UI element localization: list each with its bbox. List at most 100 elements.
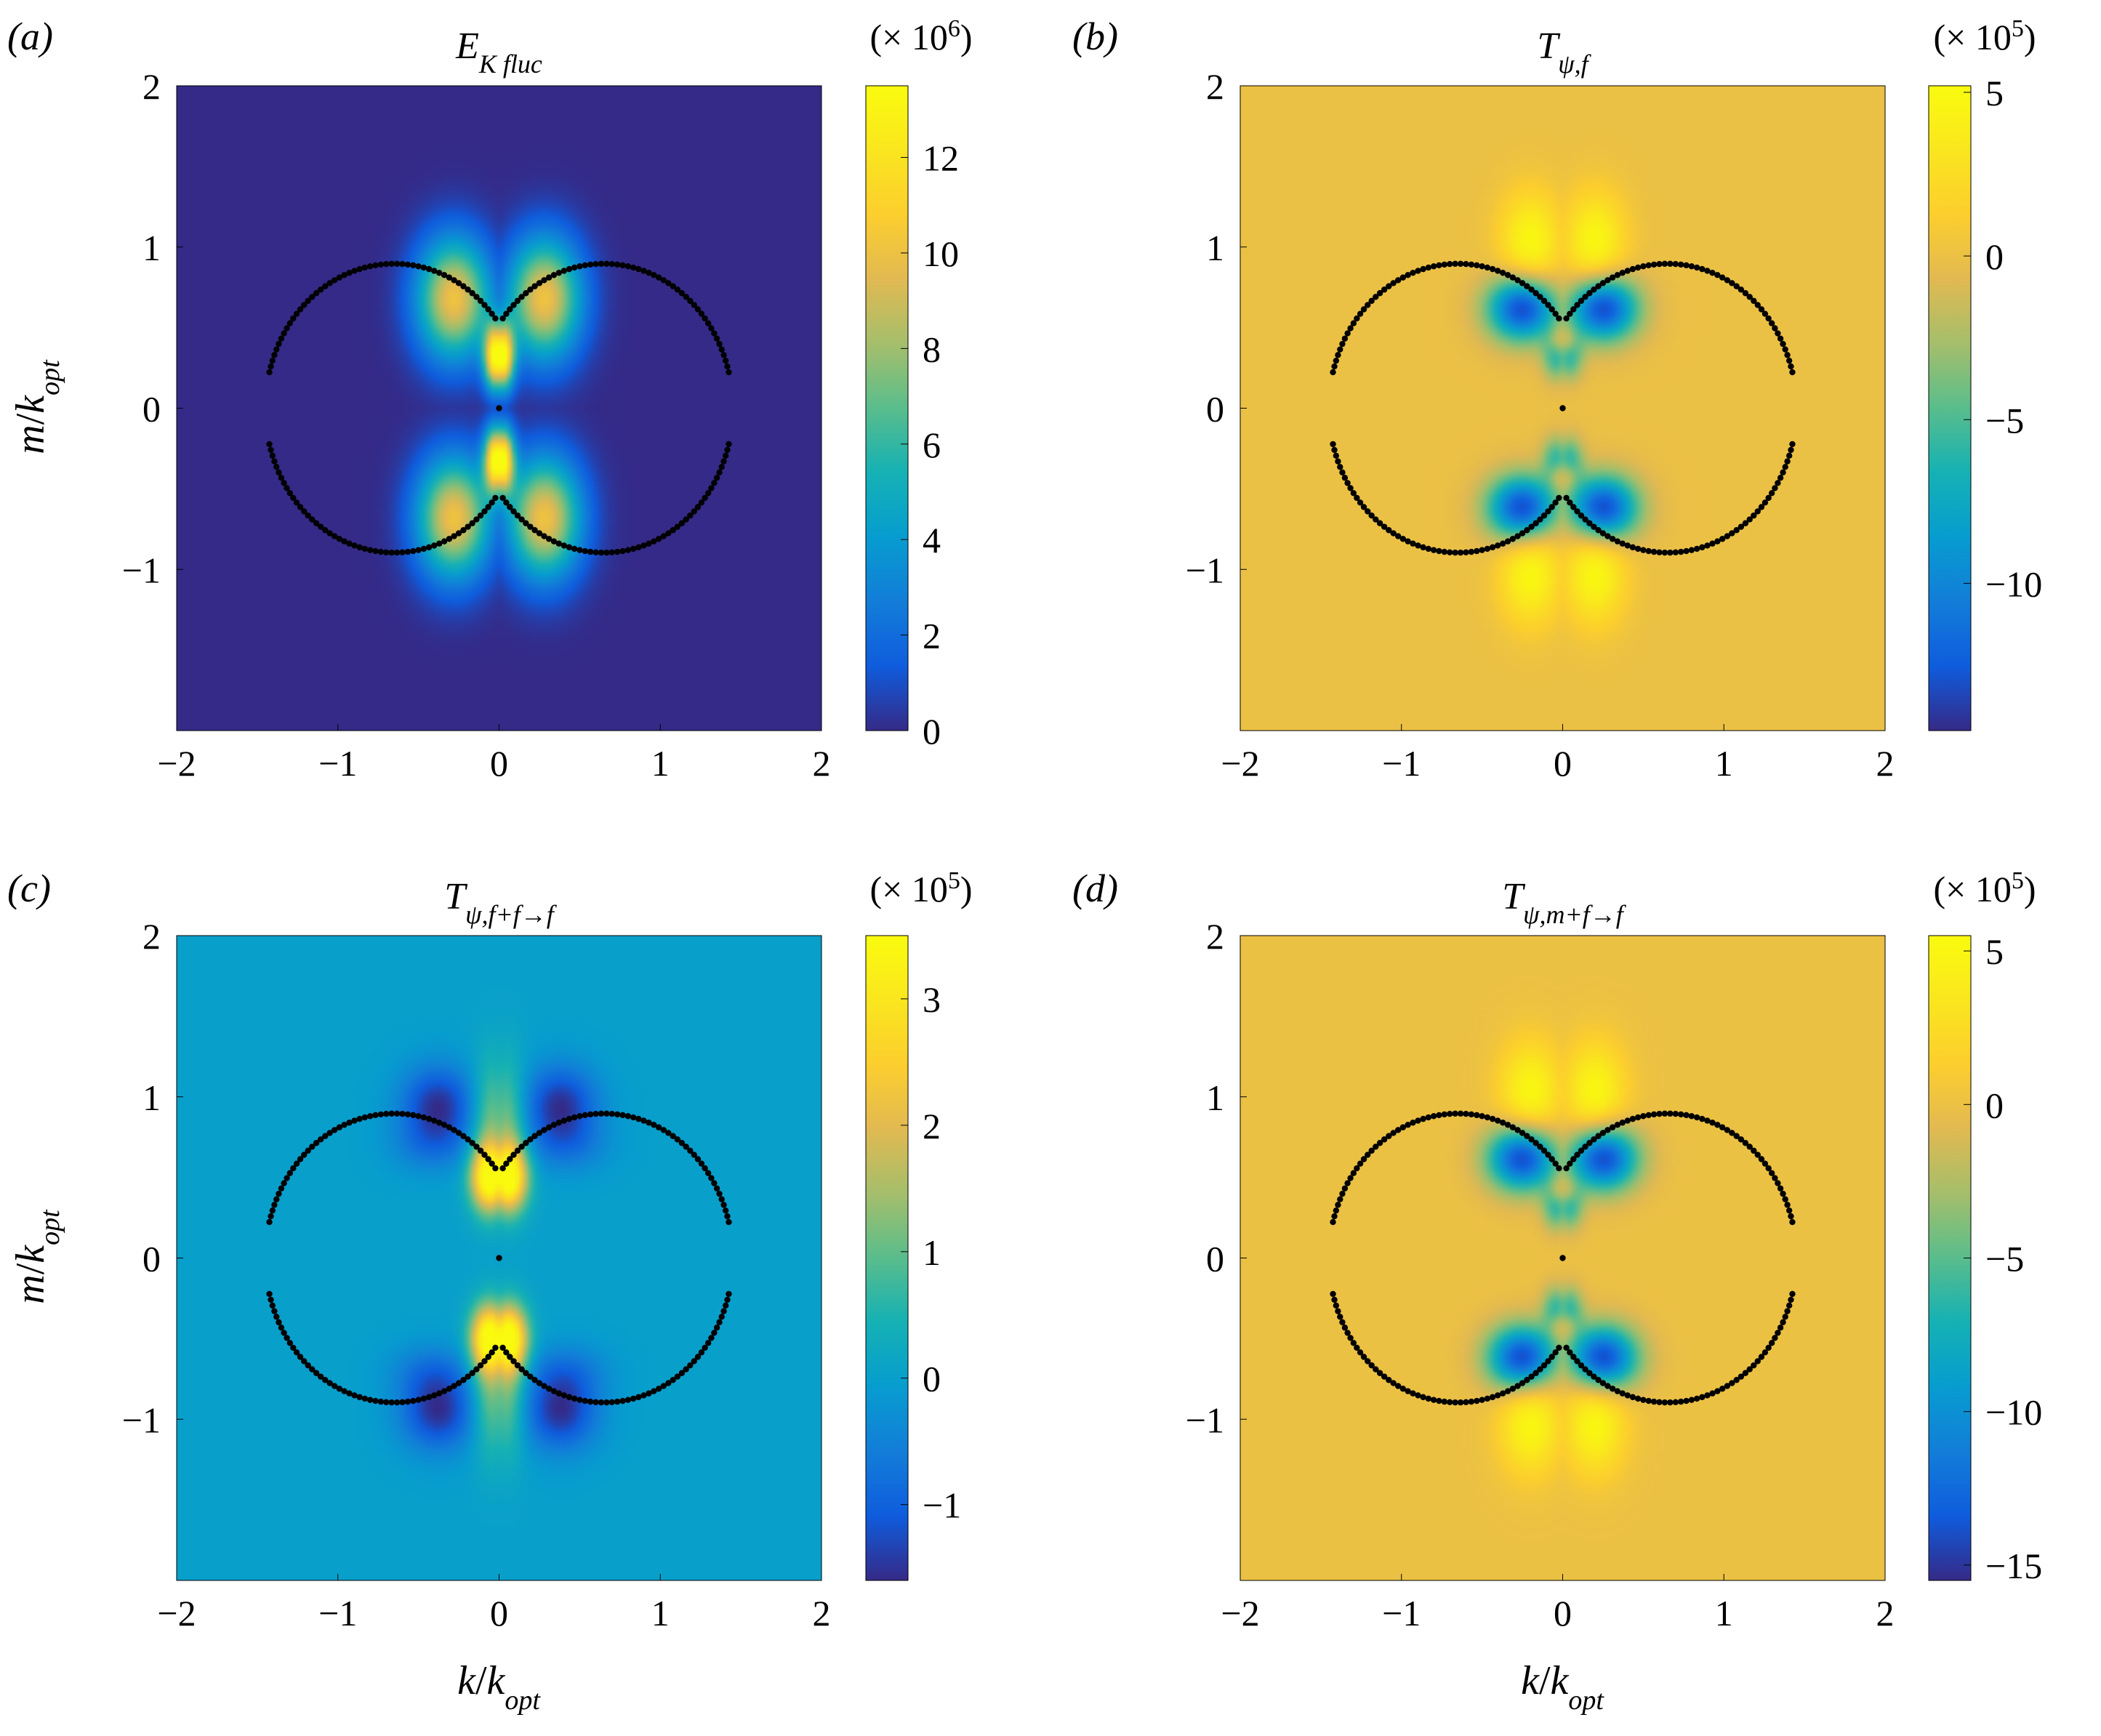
resonance-point bbox=[372, 547, 379, 555]
y-tick-label: 0 bbox=[142, 389, 161, 430]
resonance-point bbox=[393, 1399, 401, 1406]
colorbar: −10 −5 0 5 (× 105) bbox=[1928, 15, 2042, 731]
resonance-point bbox=[1447, 1399, 1453, 1405]
resonance-point bbox=[1365, 1152, 1371, 1158]
resonance-point bbox=[1339, 1190, 1346, 1197]
resonance-point bbox=[1499, 1120, 1506, 1126]
resonance-point bbox=[1484, 1114, 1491, 1121]
resonance-point bbox=[683, 1366, 689, 1373]
resonance-point bbox=[1405, 1388, 1411, 1394]
resonance-point bbox=[1484, 1395, 1491, 1402]
resonance-point bbox=[655, 536, 662, 542]
resonance-point bbox=[297, 1156, 304, 1162]
resonance-point bbox=[1331, 446, 1338, 454]
resonance-point bbox=[1609, 1124, 1616, 1130]
resonance-point bbox=[651, 1122, 657, 1128]
resonance-point bbox=[619, 547, 626, 555]
resonance-point bbox=[1350, 490, 1357, 497]
resonance-point bbox=[1452, 549, 1458, 556]
y-tick-label: 1 bbox=[142, 228, 161, 268]
resonance-point bbox=[1768, 320, 1775, 326]
resonance-point bbox=[698, 499, 705, 506]
resonance-point bbox=[1373, 1366, 1379, 1373]
resonance-point bbox=[351, 268, 358, 274]
resonance-point bbox=[640, 268, 647, 274]
resonance-point bbox=[1514, 277, 1521, 284]
resonance-point bbox=[430, 542, 438, 549]
panel-b: −2 −1 0 1 22−101(b) Tψ,f−10−505(× 105) bbox=[1072, 15, 2042, 784]
resonance-point bbox=[1344, 1330, 1351, 1336]
resonance-point bbox=[399, 549, 406, 555]
resonance-point bbox=[1570, 1354, 1577, 1360]
resonance-point bbox=[1667, 1399, 1674, 1406]
resonance-point bbox=[1381, 1373, 1388, 1380]
resonance-point bbox=[356, 265, 363, 273]
resonance-point bbox=[1765, 315, 1772, 322]
resonance-point bbox=[1548, 1354, 1555, 1360]
resonance-point bbox=[1528, 1136, 1535, 1143]
colorbar-tick-label: −5 bbox=[1985, 400, 2024, 441]
resonance-point bbox=[268, 1213, 274, 1220]
resonance-point bbox=[420, 1395, 427, 1402]
resonance-point bbox=[1514, 1383, 1521, 1389]
resonance-point bbox=[446, 536, 453, 542]
resonance-point bbox=[281, 480, 287, 486]
resonance-point bbox=[388, 260, 395, 268]
resonance-point bbox=[1609, 536, 1616, 542]
resonance-point bbox=[1780, 469, 1786, 476]
resonance-point bbox=[687, 1362, 694, 1369]
resonance-point bbox=[1415, 1117, 1421, 1124]
resonance-point bbox=[587, 1111, 594, 1118]
resonance-point bbox=[1484, 264, 1491, 271]
resonance-point bbox=[1629, 1115, 1636, 1122]
resonance-point bbox=[1540, 297, 1548, 305]
resonance-point bbox=[1765, 1165, 1772, 1172]
resonance-point bbox=[477, 1147, 484, 1154]
resonance-point bbox=[619, 1397, 626, 1405]
resonance-point bbox=[481, 508, 488, 515]
panel-title: Tψ,f+f→f bbox=[444, 876, 558, 929]
resonance-point bbox=[1373, 294, 1379, 300]
resonance-point bbox=[356, 544, 363, 551]
resonance-point bbox=[1672, 1399, 1679, 1405]
resonance-point bbox=[1441, 548, 1448, 555]
resonance-point bbox=[301, 302, 308, 308]
resonance-point bbox=[305, 1147, 311, 1154]
resonance-point bbox=[317, 1136, 324, 1143]
resonance-point bbox=[1337, 1314, 1343, 1320]
resonance-point bbox=[286, 320, 294, 326]
resonance-point bbox=[1331, 1296, 1338, 1303]
resonance-point bbox=[1599, 280, 1607, 286]
resonance-point bbox=[361, 1395, 369, 1402]
resonance-point bbox=[271, 352, 278, 358]
resonance-point bbox=[1765, 1344, 1772, 1351]
resonance-point bbox=[1586, 290, 1593, 297]
resonance-point bbox=[571, 545, 578, 552]
resonance-point bbox=[1524, 1377, 1530, 1383]
resonance-point bbox=[1381, 1136, 1388, 1143]
resonance-point bbox=[577, 1113, 583, 1120]
y-tick-label: 0 bbox=[1206, 1239, 1224, 1279]
x-tick-label: −1 bbox=[318, 743, 357, 784]
resonance-point bbox=[1556, 1344, 1562, 1351]
resonance-point bbox=[1709, 1120, 1716, 1126]
resonance-point bbox=[351, 542, 358, 549]
resonance-point bbox=[724, 1296, 731, 1303]
resonance-point bbox=[518, 516, 525, 523]
resonance-point bbox=[1761, 1349, 1769, 1356]
resonance-point bbox=[1765, 494, 1772, 502]
resonance-point bbox=[1604, 1383, 1611, 1389]
resonance-point bbox=[1724, 533, 1731, 539]
panel-title: EK fluc bbox=[455, 25, 542, 79]
title-main: T bbox=[1537, 25, 1560, 67]
resonance-point bbox=[489, 499, 495, 506]
resonance-point bbox=[1563, 494, 1570, 502]
resonance-point bbox=[1591, 286, 1597, 293]
x-tick-label: −1 bbox=[318, 1593, 357, 1633]
resonance-point bbox=[1368, 1362, 1375, 1369]
resonance-point bbox=[624, 1113, 632, 1120]
resonance-point bbox=[377, 548, 385, 555]
resonance-point bbox=[410, 1397, 417, 1405]
origin-point bbox=[496, 1255, 502, 1261]
